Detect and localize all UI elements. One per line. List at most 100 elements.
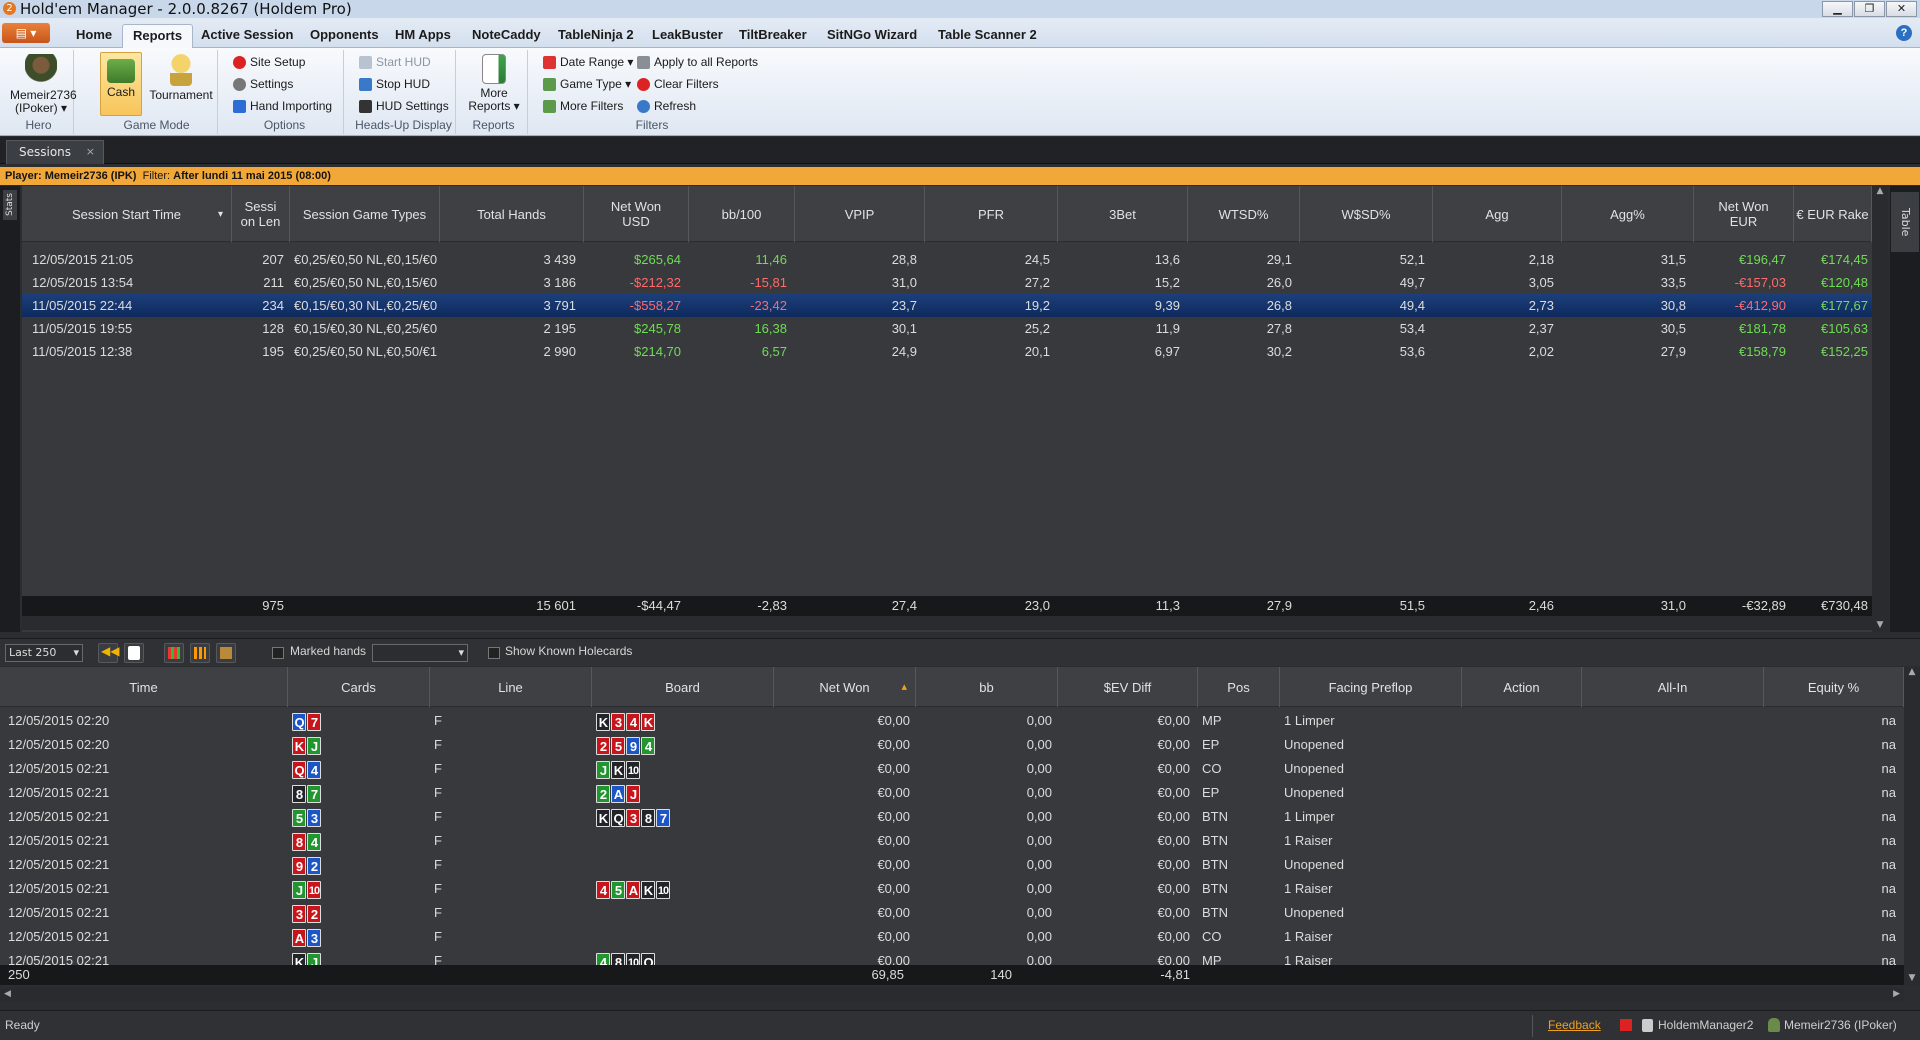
table-row[interactable]: 12/05/2015 02:21 A 3 F €0,00 0,00 €0,00 CO 1 Rai…: [0, 925, 1904, 949]
more-reports-button[interactable]: More Reports ▾: [464, 52, 524, 113]
close-window-button[interactable]: ✕: [1886, 1, 1917, 17]
scroll-right-icon[interactable]: ▶: [1893, 989, 1900, 999]
minimize-button[interactable]: ▁: [1822, 1, 1853, 17]
table-row[interactable]: 12/05/2015 02:21 9 2 F €0,00 0,00 €0,00 BTN Unop…: [0, 853, 1904, 877]
col-header-bb-100[interactable]: bb/100: [689, 186, 795, 242]
table-row[interactable]: 12/05/2015 02:21 J 10 F 4 5 A K 10 €0,00 0,00 €0,00…: [0, 877, 1904, 901]
col-header-sessi-on-len[interactable]: Sessi on Len: [232, 186, 290, 242]
col-header-net-won[interactable]: Net Won ▴: [774, 667, 916, 707]
prev-icon[interactable]: ◀◀: [98, 643, 119, 663]
table-row[interactable]: 12/05/2015 02:20 Q 7 F K 3 4 K €0,00 0,00 €0,00 MP 1…: [0, 709, 1904, 733]
chart-icon[interactable]: [190, 643, 210, 663]
site-setup-button[interactable]: Site Setup: [232, 52, 305, 72]
date-range-button[interactable]: Date Range ▾: [542, 52, 633, 72]
table-row[interactable]: 11/05/2015 19:55 128 €0,15/€0,30 NL,€0,25/…: [22, 317, 1872, 340]
sessions-vertical-scrollbar[interactable]: ▲ ▼: [1872, 186, 1888, 632]
sessions-horizontal-scrollbar[interactable]: [22, 616, 1872, 630]
col-header-pos[interactable]: Pos: [1198, 667, 1280, 707]
trophy-filter-icon[interactable]: [216, 643, 236, 663]
tournament-button[interactable]: Tournament: [148, 52, 214, 102]
tab-sitngo-wizard[interactable]: SitNGo Wizard: [827, 27, 918, 42]
restore-button[interactable]: ❐: [1854, 1, 1885, 17]
tab-leakbuster[interactable]: LeakBuster: [652, 27, 723, 42]
table-row[interactable]: 12/05/2015 02:21 8 7 F 2 A J €0,00 0,00 €0,00 EP Un…: [0, 781, 1904, 805]
table-tab[interactable]: Table: [1891, 192, 1919, 252]
hands-range-select[interactable]: Last 250 ▾: [5, 644, 83, 662]
col-header-all-in[interactable]: All-In: [1582, 667, 1764, 707]
apply-all-button[interactable]: Apply to all Reports: [636, 52, 758, 72]
clear-filters-button[interactable]: Clear Filters: [636, 74, 719, 94]
tab-tiltbreaker[interactable]: TiltBreaker: [739, 27, 807, 42]
more-filters-button[interactable]: More Filters: [542, 96, 623, 116]
scroll-down-icon[interactable]: ▼: [1876, 620, 1884, 630]
col-header-w-sd-[interactable]: W$SD%: [1300, 186, 1433, 242]
scroll-up-icon[interactable]: ▲: [1908, 667, 1916, 677]
col-header-session-start-time[interactable]: Session Start Time ▾: [22, 186, 232, 242]
tab-tableninja-2[interactable]: TableNinja 2: [558, 27, 634, 42]
table-row[interactable]: 11/05/2015 12:38 195 €0,25/€0,50 NL,€0,50/…: [22, 340, 1872, 363]
col-header-session-game-types[interactable]: Session Game Types: [290, 186, 440, 242]
tab-hm-apps[interactable]: HM Apps: [395, 27, 451, 42]
col-header-pfr[interactable]: PFR: [925, 186, 1058, 242]
show-known-holecards-checkbox[interactable]: [488, 647, 500, 659]
help-icon[interactable]: ?: [1896, 25, 1912, 41]
stats-tab[interactable]: Stats: [3, 190, 17, 220]
col-header-total-hands[interactable]: Total Hands: [440, 186, 584, 242]
refresh-button[interactable]: Refresh: [636, 96, 696, 116]
table-row[interactable]: 11/05/2015 22:44 234 €0,15/€0,30 NL,€0,25/…: [22, 294, 1872, 317]
grid-icon[interactable]: [164, 643, 184, 663]
scroll-down-icon[interactable]: ▼: [1908, 973, 1916, 983]
table-row[interactable]: 12/05/2015 21:05 207 €0,25/€0,50 NL,€0,15/…: [22, 248, 1872, 271]
replayer-icon[interactable]: [124, 643, 144, 663]
tab-opponents[interactable]: Opponents: [310, 27, 379, 42]
tab-home[interactable]: Home: [76, 27, 113, 42]
col-header-cards[interactable]: Cards: [288, 667, 430, 707]
app-menu-button[interactable]: ▤ ▾: [2, 23, 50, 43]
col-header-wtsd-[interactable]: WTSD%: [1188, 186, 1300, 242]
table-row[interactable]: 12/05/2015 02:21 8 4 F €0,00 0,00 €0,00 BTN 1 Ra…: [0, 829, 1904, 853]
col-header-net-won-usd[interactable]: Net Won USD: [584, 186, 689, 242]
col-header-facing-preflop[interactable]: Facing Preflop: [1280, 667, 1462, 707]
col-header-vpip[interactable]: VPIP: [795, 186, 925, 242]
game-type-button[interactable]: Game Type ▾: [542, 74, 631, 94]
table-row[interactable]: 12/05/2015 02:21 3 2 F €0,00 0,00 €0,00 BTN Unop…: [0, 901, 1904, 925]
table-row[interactable]: 12/05/2015 02:20 K J F 2 5 9 4 €0,00 0,00 €0,00 EP U…: [0, 733, 1904, 757]
hand-importing-button[interactable]: Hand Importing: [232, 96, 332, 116]
scroll-left-icon[interactable]: ◀: [4, 989, 11, 999]
cell-session-game-types: €0,15/€0,30 NL,€0,25/€0: [294, 298, 438, 313]
tab-reports[interactable]: Reports: [122, 24, 194, 48]
hero-selector[interactable]: Memeir2736 (IPoker) ▾: [10, 52, 77, 115]
table-row[interactable]: 12/05/2015 02:21 Q 4 F J K 10 €0,00 0,00 €0,00 CO U…: [0, 757, 1904, 781]
feedback-link[interactable]: Feedback: [1548, 1018, 1601, 1032]
table-row[interactable]: 12/05/2015 02:21 5 3 F K Q 3 8 7 €0,00 0,00 €0,00 BT…: [0, 805, 1904, 829]
col-header-time[interactable]: Time: [0, 667, 288, 707]
col-header--ev-diff[interactable]: $EV Diff: [1058, 667, 1198, 707]
tab-sessions[interactable]: Sessions ×: [6, 140, 104, 164]
stop-hud-button[interactable]: Stop HUD: [358, 74, 430, 94]
close-tab-icon[interactable]: ×: [85, 145, 95, 158]
col-header-net-won-eur[interactable]: Net Won EUR: [1694, 186, 1794, 242]
hands-horizontal-scrollbar[interactable]: ◀ ▶: [0, 988, 1904, 1002]
col-header-agg[interactable]: Agg: [1433, 186, 1562, 242]
hands-vertical-scrollbar[interactable]: ▲ ▼: [1904, 667, 1920, 985]
col-header-board[interactable]: Board: [592, 667, 774, 707]
cash-button[interactable]: Cash: [100, 52, 142, 116]
tab-notecaddy[interactable]: NoteCaddy: [472, 27, 541, 42]
settings-button[interactable]: Settings: [232, 74, 293, 94]
hud-settings-button[interactable]: HUD Settings: [358, 96, 449, 116]
tab-table-scanner-2[interactable]: Table Scanner 2: [938, 27, 1037, 42]
marked-hands-select[interactable]: ▾: [372, 644, 468, 662]
col-header-line[interactable]: Line: [430, 667, 592, 707]
col-header--eur-rake[interactable]: € EUR Rake: [1794, 186, 1872, 242]
marked-hands-checkbox[interactable]: [272, 647, 284, 659]
start-hud-button[interactable]: Start HUD: [358, 52, 431, 72]
col-header-equity-[interactable]: Equity %: [1764, 667, 1904, 707]
col-header-3bet[interactable]: 3Bet: [1058, 186, 1188, 242]
col-header-bb[interactable]: bb: [916, 667, 1058, 707]
tab-active-session[interactable]: Active Session: [201, 27, 294, 42]
table-row[interactable]: 12/05/2015 13:54 211 €0,25/€0,50 NL,€0,15/…: [22, 271, 1872, 294]
scroll-up-icon[interactable]: ▲: [1876, 186, 1884, 196]
col-header-agg-[interactable]: Agg%: [1562, 186, 1694, 242]
col-header-action[interactable]: Action: [1462, 667, 1582, 707]
table-row[interactable]: 12/05/2015 02:21 K J F 4 8 10 Q €0,00 0,00 €0,00 MP…: [0, 949, 1904, 965]
